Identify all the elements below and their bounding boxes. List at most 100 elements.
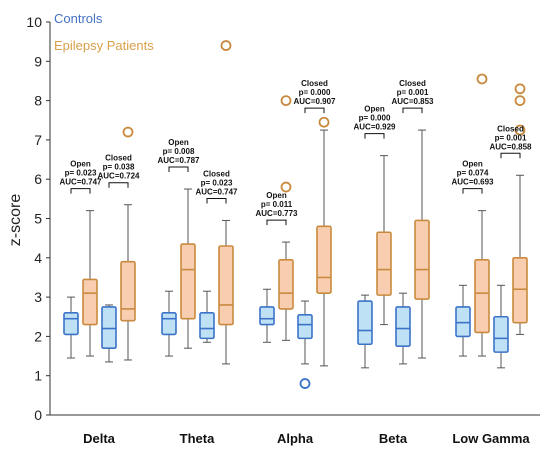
box-iqr: [376, 231, 392, 296]
outlier-point: [220, 40, 232, 51]
axes: 0 1 2 3 4 5 6 7 8 9 10: [26, 14, 540, 423]
box-iqr: [199, 312, 215, 340]
y-tick-label: 8: [34, 93, 42, 109]
significance-bracket: [500, 152, 521, 159]
x-tick-labels: Delta Theta Alpha Beta Low Gamma: [83, 431, 530, 446]
annotation-text: Open: [70, 160, 91, 169]
box-iqr: [414, 219, 430, 300]
box-iqr: [101, 306, 117, 349]
annotation-text: p= 0.011: [261, 200, 293, 209]
annotation-text: AUC=0.747: [59, 178, 102, 187]
significance-bracket: [462, 188, 483, 194]
annotation-text: Open: [462, 160, 483, 169]
annotation-text: Closed: [105, 154, 132, 163]
y-tick-label: 7: [34, 132, 42, 148]
x-tick-label: Delta: [83, 431, 116, 446]
box-low-gamma-patients-closed: [512, 83, 528, 335]
annotation-text: p= 0.038: [103, 163, 135, 172]
box-delta-controls-open: [63, 296, 79, 359]
y-axis-title: z-score: [7, 194, 24, 247]
box-beta-patients-open: [376, 155, 392, 326]
annotation-text: AUC=0.693: [451, 178, 494, 187]
annotation-text: AUC=0.853: [391, 97, 434, 106]
y-tick-label: 2: [34, 328, 42, 344]
x-tick-label: Theta: [180, 431, 215, 446]
box-delta-patients-closed: [120, 126, 136, 361]
box-iqr: [259, 306, 275, 326]
annotation-text: Open: [168, 138, 189, 147]
y-tick-label: 9: [34, 53, 42, 69]
box-iqr: [180, 243, 196, 320]
box-beta-patients-closed: [414, 129, 430, 359]
annotation-text: AUC=0.787: [157, 156, 200, 165]
box-theta-controls-open: [161, 290, 177, 357]
box-iqr: [120, 260, 136, 322]
y-tick-label: 10: [26, 14, 42, 30]
box-alpha-controls-open: [259, 288, 275, 343]
box-iqr: [218, 245, 234, 326]
outlier-point: [280, 181, 292, 193]
annotation-text: p= 0.000: [299, 88, 331, 97]
annotation-text: p= 0.001: [397, 88, 429, 97]
annotation-text: p= 0.023: [201, 178, 233, 187]
annotation-text: Closed: [203, 169, 230, 178]
box-alpha-patients-open: [278, 95, 294, 341]
box-iqr: [512, 256, 528, 324]
outlier-point: [514, 95, 526, 106]
y-tick-label: 4: [34, 250, 42, 266]
box-iqr: [63, 312, 79, 336]
annotation-text: AUC=0.929: [353, 123, 396, 132]
y-tick-label: 6: [34, 171, 42, 187]
box-theta-patients-closed: [218, 40, 234, 365]
outlier-point: [514, 124, 526, 136]
significance-bracket: [304, 107, 325, 114]
box-delta-patients-open: [82, 210, 98, 357]
box-low-gamma-patients-open: [474, 73, 490, 357]
annotation-text: p= 0.001: [495, 133, 527, 142]
significance-bracket: [402, 107, 423, 114]
y-tick-label: 5: [34, 211, 42, 227]
box-iqr: [161, 312, 177, 336]
annotation-text: Closed: [399, 79, 426, 88]
outlier-point: [122, 126, 134, 138]
box-iqr: [357, 300, 373, 346]
box-iqr: [493, 315, 509, 353]
box-iqr: [297, 313, 313, 340]
annotation-text: Closed: [497, 124, 524, 133]
boxes: [63, 40, 528, 389]
annotation-text: AUC=0.724: [97, 172, 140, 181]
annotation-text: AUC=0.747: [195, 187, 238, 196]
annotation-text: AUC=0.858: [489, 142, 532, 151]
outlier-point: [476, 73, 488, 85]
y-tick-label: 3: [34, 289, 42, 305]
y-tick-label: 0: [34, 407, 42, 423]
significance-bracket: [266, 219, 287, 226]
box-iqr: [278, 258, 294, 310]
box-iqr: [474, 258, 490, 334]
annotation-text: p= 0.074: [457, 169, 489, 178]
box-alpha-controls-closed: [297, 300, 313, 389]
box-iqr: [395, 306, 411, 348]
x-tick-label: Low Gamma: [452, 431, 530, 446]
box-theta-controls-closed: [199, 290, 215, 343]
significance-bracket: [364, 133, 385, 139]
annotation-text: Closed: [301, 79, 328, 88]
box-iqr: [316, 225, 332, 294]
significance-bracket: [206, 197, 227, 204]
legend: Controls Epilepsy Patients: [54, 11, 154, 53]
x-tick-label: Beta: [379, 431, 408, 446]
significance-bracket: [168, 166, 189, 173]
outlier-point: [514, 83, 526, 95]
annotation-text: p= 0.023: [65, 169, 97, 178]
box-iqr: [455, 306, 471, 338]
